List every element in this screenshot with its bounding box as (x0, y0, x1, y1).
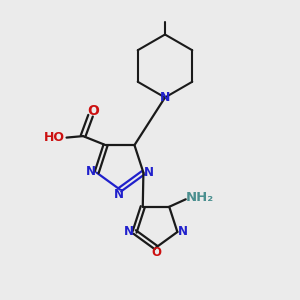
Text: N: N (160, 91, 170, 104)
Text: N: N (86, 165, 96, 178)
Text: N: N (144, 166, 154, 179)
Text: NH₂: NH₂ (186, 191, 214, 204)
Text: N: N (178, 226, 188, 238)
Text: N: N (124, 226, 134, 238)
Text: O: O (87, 103, 99, 118)
Text: O: O (151, 246, 161, 260)
Text: N: N (113, 188, 124, 202)
Text: HO: HO (44, 131, 65, 144)
